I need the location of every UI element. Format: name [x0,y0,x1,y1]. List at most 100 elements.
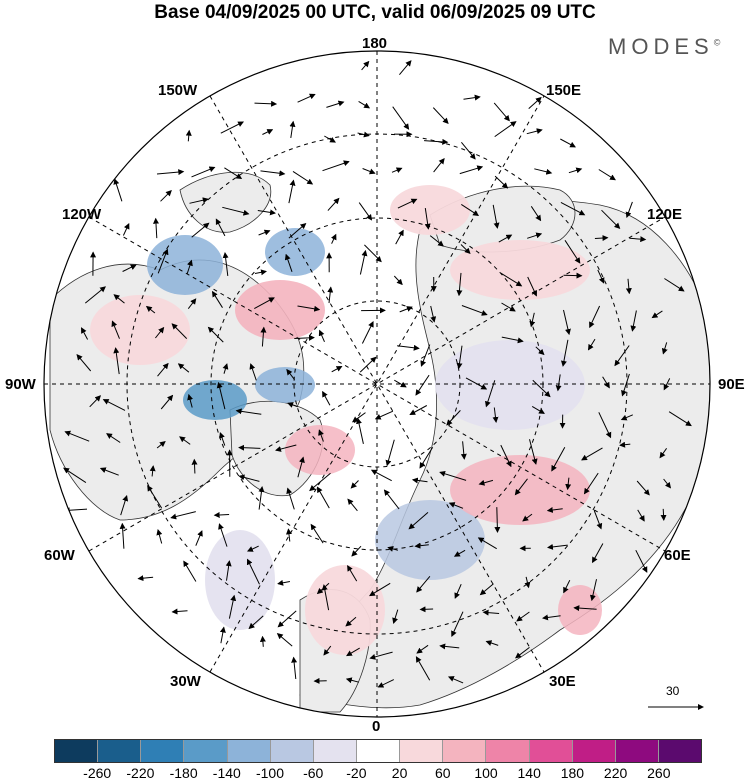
anomaly-pink-pacific [390,185,470,235]
wind-vector [185,129,192,142]
wind-vector [479,583,494,596]
wind-vector [347,565,358,582]
wind-vector [494,507,501,533]
wind-vector [84,286,106,304]
wind-vector [186,259,193,275]
wind-vector [528,96,542,109]
wind-vector [592,543,604,564]
wind-vector [516,611,530,622]
wind-vector [322,390,331,406]
wind-vector [602,376,610,389]
wind-vector [224,167,243,180]
wind-vector [465,377,488,390]
wind-vector [358,202,373,221]
colorbar-tick-label: 220 [603,765,628,781]
wind-vector [294,334,315,341]
wind-vector [383,489,400,510]
wind-vector [323,645,332,656]
wind-vector [207,326,224,343]
wind-vector [246,558,260,585]
wind-vector [218,523,228,547]
colorbar-swatch [184,740,228,762]
wind-vector [322,160,350,172]
wind-vector [500,272,523,287]
wind-vector [560,201,586,216]
wind-vector [589,305,601,329]
colorbar-swatch [486,740,530,762]
wind-vector [397,198,418,209]
colorbar-tick-label: -260 [83,765,112,781]
wind-vector [254,297,275,310]
wind-vector [228,594,237,619]
wind-vector [394,379,407,388]
wind-vector [416,644,429,654]
wind-vector [500,444,512,468]
lon-label-180: 180 [362,35,388,52]
wind-vector [160,394,174,410]
wind-vector [630,310,637,332]
colorbar-tick-label: -100 [255,765,285,781]
colorbar-tick-label: 140 [517,765,541,781]
wind-vector [439,470,467,481]
colorbar-swatch [98,740,142,762]
wind-vector [391,167,403,173]
wind-vector [327,197,340,211]
colorbar-swatch [227,740,271,762]
wind-vector [364,244,382,263]
wind-vector [601,209,621,230]
wind-vector [63,467,87,484]
anomaly-lav-atlantic [205,530,275,630]
wind-vector [246,545,259,552]
colorbar-tick-label: -20 [346,765,367,781]
wind-vector [171,608,188,615]
wind-vector [318,429,324,442]
wind-vector [494,121,517,138]
wind-vector [111,320,120,339]
lon-label-120e: 120E [647,206,683,223]
wind-vector [369,582,391,597]
wind-vector [482,609,500,616]
wind-vector [527,232,543,239]
wind-vector [351,412,366,423]
colorbar-swatch [572,740,616,762]
wind-vector [594,235,609,242]
wind-vector [461,305,488,316]
wind-vector [345,677,359,684]
wind-vector [420,344,431,367]
wind-vector [663,378,671,391]
wind-vector [547,543,568,550]
colorbar-tick-label: 60 [435,765,451,781]
map-title: Base 04/09/2025 00 UTC, valid 06/09/2025… [154,2,596,23]
colorbar-tick-label: -180 [169,765,198,781]
wind-vector [120,494,129,516]
wind-vector [659,448,668,459]
wind-vector [419,606,434,613]
wind-vector [275,444,297,452]
wind-vector [629,236,647,243]
lon-label-60w: 60W [44,547,75,564]
wind-vector [289,120,296,138]
wind-vector [257,209,276,216]
wind-vector [225,560,232,581]
anomaly-blue-canada [147,235,223,295]
lon-label-60e: 60E [664,547,691,564]
colorbar-tick-label: -140 [212,765,241,781]
wind-vector [456,272,463,297]
wind-vector [216,381,226,410]
wind-vector [546,507,563,513]
wind-vector [397,344,420,351]
wind-vector [89,395,101,408]
wind-vector [619,441,631,448]
wind-vector [356,417,364,445]
wind-vector [191,458,198,474]
wind-vector [522,513,533,522]
wind-vector [589,579,597,602]
wind-vector [635,549,648,573]
wind-vector [451,611,464,638]
wind-vector [318,329,325,343]
wind-vector [621,373,630,397]
colorbar-swatch [313,740,357,762]
wind-vector [359,356,377,373]
wind-vector [432,107,449,125]
